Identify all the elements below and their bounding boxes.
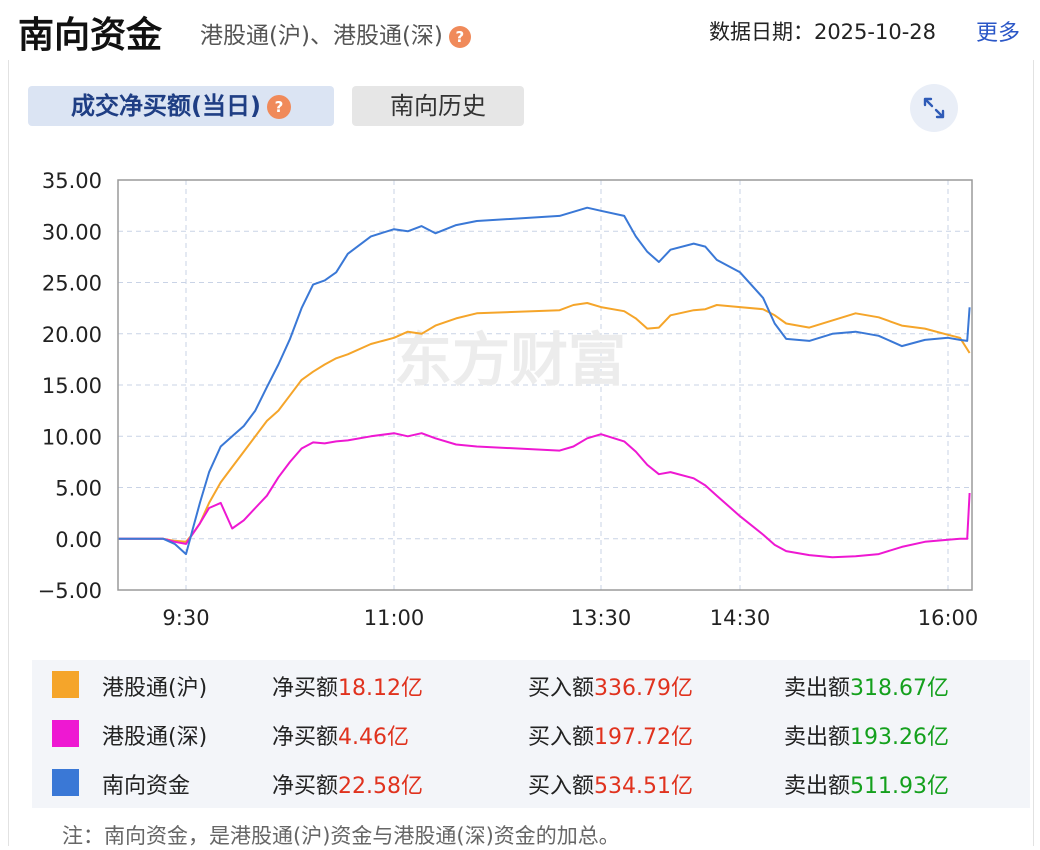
tab-net-buy-today[interactable]: 成交净买额(当日)? — [28, 86, 334, 126]
legend-sell-amount: 卖出额511.93亿 — [784, 768, 949, 800]
legend-sell-amount-value: 511.93亿 — [850, 774, 949, 799]
footnote: 注：南向资金，是港股通(沪)资金与港股通(深)资金的加总。 — [62, 824, 620, 848]
expand-button[interactable] — [910, 84, 958, 132]
legend-swatch — [52, 769, 79, 796]
legend-sell-amount: 卖出额318.67亿 — [784, 670, 949, 702]
legend-net-buy: 净买额4.46亿 — [272, 719, 409, 751]
legend-buy-amount: 买入额336.79亿 — [528, 670, 693, 702]
y-tick-label: 30.00 — [42, 220, 102, 244]
legend-row: 港股通(沪) 净买额18.12亿 买入额336.79亿 卖出额318.67亿 — [32, 660, 1030, 709]
legend-net-buy-label: 净买额 — [272, 774, 339, 799]
x-tick-label: 11:00 — [364, 606, 425, 630]
page-subtitle: 港股通(沪)、港股通(深)? — [200, 16, 471, 50]
legend-buy-amount-value: 336.79亿 — [594, 676, 693, 701]
legend-buy-amount: 买入额534.51亿 — [528, 768, 693, 800]
tab-southbound-history[interactable]: 南向历史 — [352, 86, 524, 126]
chart-panel-frame — [8, 60, 1034, 846]
legend-buy-amount-label: 买入额 — [528, 774, 595, 799]
x-tick-label: 16:00 — [918, 606, 979, 630]
legend-net-buy-label: 净买额 — [272, 676, 339, 701]
legend-series-name: 港股通(沪) — [102, 676, 208, 701]
legend-row: 南向资金 净买额22.58亿 买入额534.51亿 卖出额511.93亿 — [32, 758, 1030, 807]
legend-net-buy: 净买额22.58亿 — [272, 768, 423, 800]
y-tick-label: 5.00 — [55, 477, 102, 501]
page-title: 南向资金 — [18, 15, 163, 56]
legend-sell-amount-label: 卖出额 — [784, 676, 851, 701]
subtitle-text: 港股通(沪)、港股通(深) — [200, 23, 443, 49]
y-tick-label: 10.00 — [42, 425, 102, 449]
x-tick-label: 9:30 — [162, 606, 209, 630]
legend-sell-amount-label: 卖出额 — [784, 725, 851, 750]
legend-net-buy-value: 18.12亿 — [338, 676, 423, 701]
legend-buy-amount-label: 买入额 — [528, 676, 595, 701]
legend-swatch — [52, 671, 79, 698]
page-header: 南向资金 港股通(沪)、港股通(深)? 数据日期：2025-10-28 更多 — [0, 0, 1040, 60]
chart-series — [118, 206, 971, 559]
legend-table: 港股通(沪) 净买额18.12亿 买入额336.79亿 卖出额318.67亿 港股通(深… — [32, 660, 1030, 808]
legend-series-name: 南向资金 — [102, 774, 191, 799]
legend-sell-amount-label: 卖出额 — [784, 774, 851, 799]
date-label: 数据日期： — [708, 20, 814, 44]
watermark-text: 东方财富 — [394, 326, 626, 394]
tab-help-icon[interactable]: ? — [266, 95, 291, 119]
data-date: 数据日期：2025-10-28 — [709, 16, 936, 46]
legend-net-buy-label: 净买额 — [272, 725, 339, 750]
plot-border — [117, 179, 973, 591]
legend-sell-amount-value: 318.67亿 — [850, 676, 949, 701]
x-tick-label: 14:30 — [710, 606, 771, 630]
expand-icon — [923, 97, 945, 119]
legend-row: 港股通(深) 净买额4.46亿 买入额197.72亿 卖出额193.26亿 — [32, 709, 1030, 758]
y-tick-label: 0.00 — [55, 528, 102, 552]
legend-buy-amount-value: 197.72亿 — [594, 725, 693, 750]
series-line-1 — [118, 432, 971, 559]
y-tick-label: 35.00 — [42, 169, 102, 193]
y-tick-label: 15.00 — [42, 374, 102, 398]
legend-net-buy-value: 22.58亿 — [338, 774, 423, 799]
more-link[interactable]: 更多 — [975, 21, 1020, 46]
x-axis-ticks: 9:30 11:00 13:30 14:30 16:00 — [162, 606, 978, 630]
y-tick-label: −5.00 — [38, 579, 102, 603]
line-chart: 东方财富 35.00 30.00 25.00 20.00 15.00 10.00 5.00 0… — [38, 169, 979, 630]
legend-sell-amount: 卖出额193.26亿 — [784, 719, 949, 751]
legend-swatch — [52, 720, 79, 747]
help-icon[interactable]: ? — [448, 25, 471, 48]
legend-net-buy-value: 4.46亿 — [338, 725, 410, 750]
y-tick-label: 25.00 — [42, 272, 102, 296]
legend-net-buy: 净买额18.12亿 — [272, 670, 423, 702]
series-line-2 — [118, 206, 971, 556]
legend-buy-amount-value: 534.51亿 — [594, 774, 693, 799]
tab-net-buy-today-label: 成交净买额(当日) — [71, 92, 261, 120]
legend-buy-amount: 买入额197.72亿 — [528, 719, 693, 751]
series-line-0 — [118, 302, 971, 543]
y-tick-label: 20.00 — [42, 323, 102, 347]
legend-buy-amount-label: 买入额 — [528, 725, 595, 750]
legend-series-name: 港股通(深) — [102, 725, 208, 750]
x-tick-label: 13:30 — [571, 606, 632, 630]
tab-southbound-history-label: 南向历史 — [390, 92, 486, 120]
y-axis-ticks: 35.00 30.00 25.00 20.00 15.00 10.00 5.00 0.00 −5… — [38, 169, 102, 603]
date-value: 2025-10-28 — [813, 20, 936, 44]
legend-sell-amount-value: 193.26亿 — [850, 725, 949, 750]
